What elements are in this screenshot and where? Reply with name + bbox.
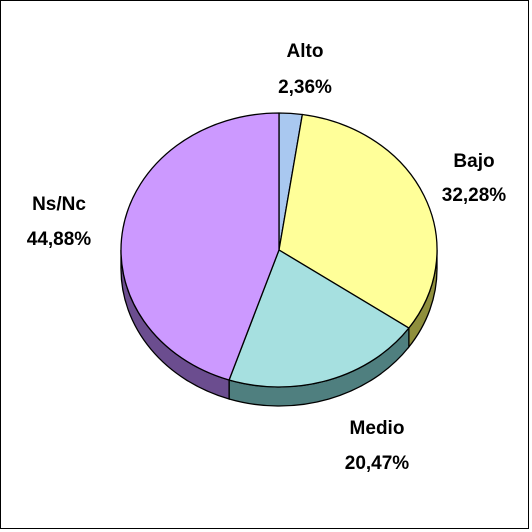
pie-slice-medio: [228, 249, 410, 388]
pie-slice-bajo: [278, 113, 438, 329]
pie-slices: [120, 112, 438, 388]
slice-value-alto: 2,36%: [278, 77, 332, 98]
slice-value-ns-nc: 44,88%: [27, 229, 92, 250]
pie-slice-ns-nc: [120, 112, 280, 381]
slice-label-ns-nc: Ns/Nc: [32, 194, 86, 215]
slice-value-medio: 20,47%: [345, 453, 410, 474]
slice-value-bajo: 32,28%: [442, 185, 507, 206]
slice-label-medio: Medio: [350, 418, 405, 439]
slice-label-alto: Alto: [287, 41, 324, 62]
pie-labels: Alto 2,36% Bajo 32,28% Medio 20,47% Ns/Nc 44,88…: [27, 41, 507, 474]
slice-label-bajo: Bajo: [453, 151, 494, 172]
